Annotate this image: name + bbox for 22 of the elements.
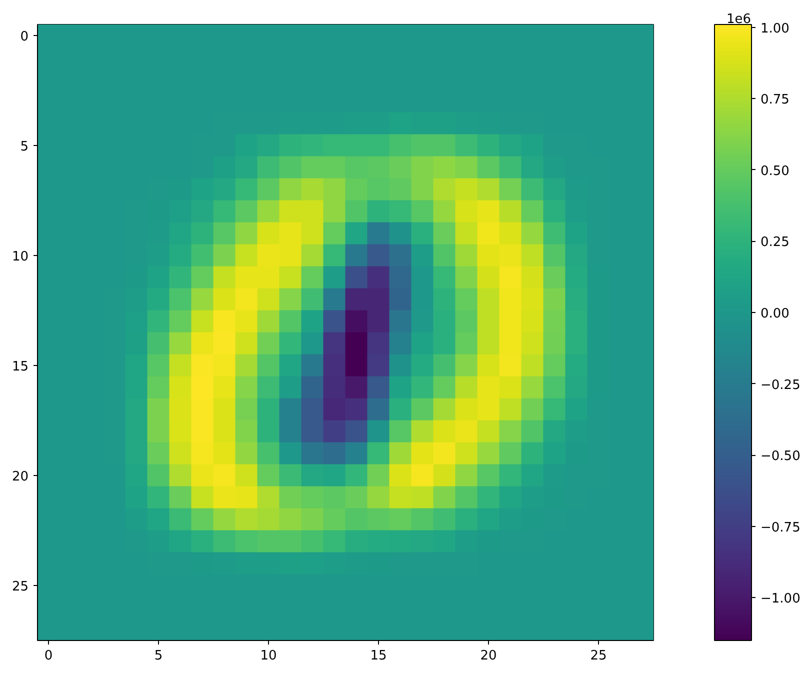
x-tick-label: 5	[154, 648, 163, 664]
y-tick-label: 25	[12, 580, 29, 594]
x-tick-label: 10	[260, 648, 277, 664]
x-tick-label: 20	[480, 648, 497, 664]
color-bar-label: 0.50	[760, 164, 790, 179]
y-tick-label: 20	[12, 470, 29, 484]
color-bar-label: 1.00	[760, 21, 790, 36]
color-bar-label: 0.00	[760, 306, 790, 322]
x-tick-label: 25	[590, 648, 607, 664]
color-bar-title: 1e6	[726, 12, 752, 27]
color-bar-label: −1.00	[760, 592, 800, 607]
color-bar-label: −0.75	[760, 520, 800, 536]
color-bar-label: 0.75	[760, 92, 790, 108]
y-tick-label: 5	[20, 140, 29, 154]
y-tick-label: 0	[20, 30, 29, 44]
color-bar-label: 0.25	[760, 235, 790, 250]
color-bar-label: −0.25	[760, 378, 800, 393]
x-tick-label: 15	[370, 648, 387, 664]
y-tick-label: 15	[12, 360, 29, 374]
x-tick-label: 0	[44, 648, 53, 664]
color-bar-label: −0.50	[760, 449, 800, 464]
y-tick-label: 10	[12, 250, 29, 264]
